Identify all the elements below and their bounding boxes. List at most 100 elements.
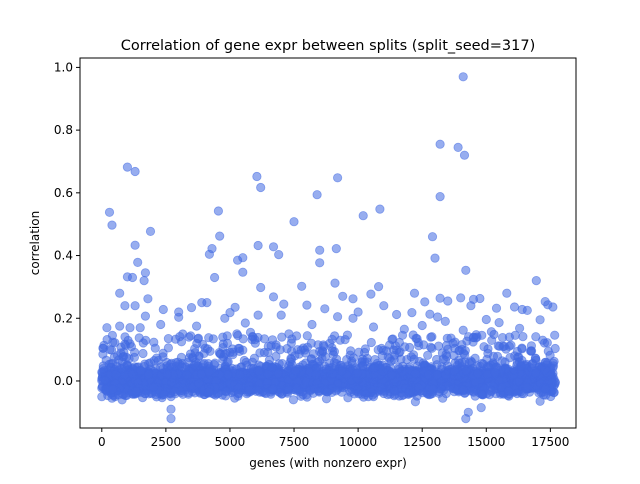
data-point [138,348,148,359]
data-point [220,349,230,359]
outlier-point [163,333,173,344]
data-point [141,335,151,345]
outlier-point [158,304,168,315]
outlier-point [122,162,133,172]
x-tick-label: 17500 [531,435,569,449]
outlier-point [531,275,541,286]
data-point [150,343,160,353]
data-point [255,348,265,358]
outlier-point [432,312,443,322]
outlier-point [379,301,389,311]
outlier-point [509,302,520,312]
y-tick-label: 0.0 [54,374,73,388]
x-tick-label: 7500 [279,435,310,449]
outlier-point [491,303,502,313]
outlier-point [330,278,340,288]
data-point [394,362,404,373]
y-tick-label: 0.8 [54,123,73,137]
outlier-point [166,413,176,424]
outlier-point [135,323,145,333]
data-point [412,333,422,344]
outlier-point [184,332,194,342]
outlier-point [143,294,153,304]
data-point [182,370,192,380]
outlier-point [302,300,312,310]
data-point [311,370,321,380]
outlier-point [107,220,117,230]
data-point [111,370,121,380]
outlier-point [368,322,379,332]
outlier-point [115,321,125,331]
data-point [176,352,186,362]
outlier-point [348,313,358,323]
outlier-point [140,311,150,321]
outlier-point [476,402,486,413]
data-point [199,358,209,368]
data-point [526,346,537,356]
outlier-point [322,387,332,397]
outlier-point [276,310,286,320]
outlier-point [166,391,176,402]
y-tick-label: 0.4 [54,249,73,263]
outlier-point [417,320,427,331]
outlier-point [407,307,417,318]
data-point [542,358,552,368]
x-axis-label: genes (with nonzero expr) [249,456,407,470]
outlier-point [192,321,202,331]
outlier-point [139,275,149,286]
x-tick-label: 5000 [215,435,246,449]
outlier-point [186,302,197,313]
data-point [517,343,527,353]
data-point [244,385,254,395]
data-point [288,395,298,405]
data-point [254,366,264,376]
data-point [268,384,278,394]
outlier-point [107,393,117,403]
outlier-point [130,166,140,177]
data-point [494,341,505,351]
outlier-point [130,240,140,250]
outlier-point [145,226,156,236]
outlier-point [538,335,548,345]
outlier-point [222,338,232,348]
data-point [302,331,312,341]
outlier-point [315,245,325,255]
x-tick-label: 15000 [467,435,505,449]
outlier-point [375,204,385,214]
data-point [204,367,214,377]
data-point [503,386,514,396]
outlier-point [494,317,504,328]
data-point [477,389,487,400]
outlier-point [271,340,281,350]
outlier-point [225,307,235,318]
data-point [328,350,338,360]
data-point [468,386,478,396]
data-point [486,385,496,395]
chart-title: Correlation of gene expr between splits … [121,38,535,54]
outlier-point [514,323,525,333]
outlier-point [461,413,471,424]
y-tick-label: 0.6 [54,186,73,200]
data-point [443,344,453,354]
outlier-point [535,315,545,325]
data-point [432,370,442,380]
outlier-point [220,313,230,323]
data-point [242,360,252,370]
outlier-point [522,305,532,315]
outlier-point [297,281,307,291]
outlier-point [233,255,243,265]
outlier-point [125,323,135,333]
data-point [366,337,376,348]
data-point [428,384,438,394]
outlier-point [253,310,263,320]
outlier-point [435,192,445,202]
outlier-point [312,190,322,200]
data-point [468,337,478,347]
outlier-point [379,388,389,399]
outlier-point [373,281,384,292]
data-point [98,363,108,374]
data-point [490,367,500,378]
outlier-point [252,171,262,182]
